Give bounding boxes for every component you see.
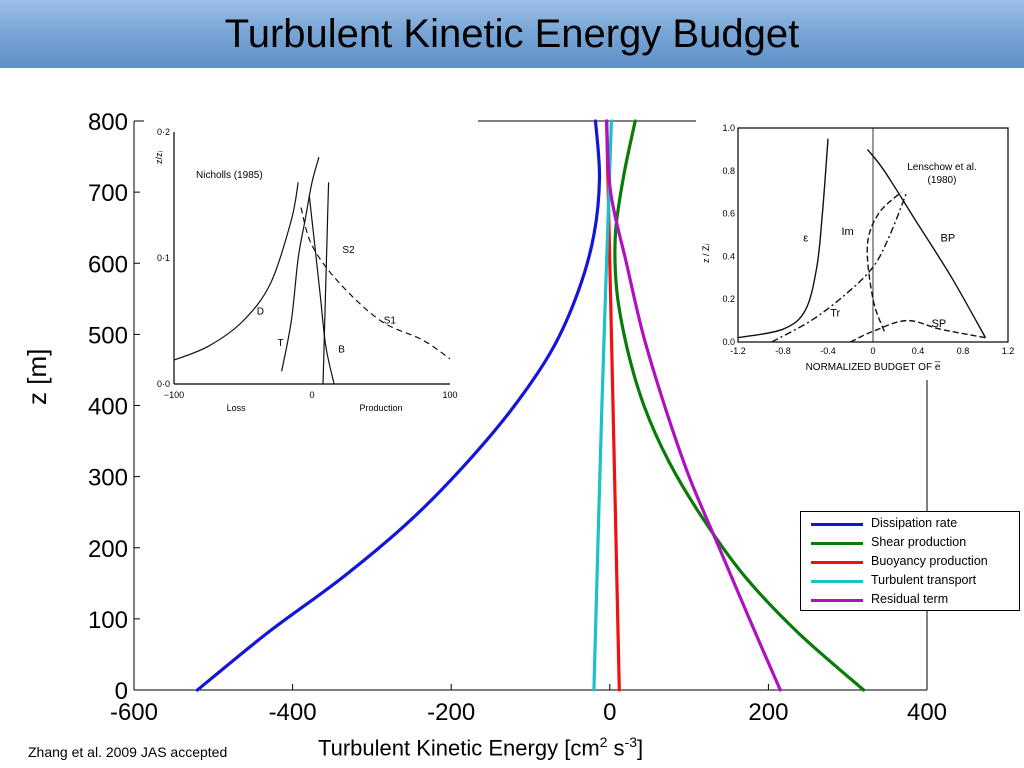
legend: Dissipation rate Shear production Buoyan… <box>800 511 1020 611</box>
lenschow-y-tick-label: 0.0 <box>722 337 735 347</box>
lenschow-annotation-line1: Lenschow et al. <box>907 162 977 173</box>
y-tick-label: 400 <box>88 394 128 421</box>
nicholls-y-tick-label: 0·2 <box>157 127 170 137</box>
lenschow-label-: ε <box>803 232 808 244</box>
lenschow-y-tick-label: 1.0 <box>722 123 735 133</box>
nicholls-label-d: D <box>257 307 264 318</box>
lenschow-label-tr: Tr <box>830 307 840 319</box>
x-tick-label: -200 <box>427 699 475 726</box>
lenschow-x-tick-label: -0.8 <box>775 346 791 356</box>
y-tick-label: 100 <box>88 607 128 634</box>
inset-lenschow: ε Im BP Tr SP -1.2 -0.8 -0.4 0 0.4 0.8 1.2 0.0 0.2 0.4… <box>696 118 1024 380</box>
lenschow-y-tick-label: 0.8 <box>722 166 735 176</box>
lenschow-label-sp: SP <box>932 318 947 330</box>
lenschow-y-label: z / Zᵢ <box>701 244 711 263</box>
legend-swatch-shear <box>811 542 863 545</box>
lenschow-x-tick-label: -1.2 <box>730 346 746 356</box>
x-axis-label: Turbulent Kinetic Energy [cm2 s-3] <box>318 734 643 761</box>
nicholls-x-label-production: Production <box>359 403 402 413</box>
legend-item-dissipation: Dissipation rate <box>811 515 1016 533</box>
lenschow-x-tick-label: 0.4 <box>912 346 925 356</box>
x-axis-label-mid: s <box>607 735 625 761</box>
nicholls-label-b: B <box>338 345 345 356</box>
legend-item-transport: Turbulent transport <box>811 572 1016 590</box>
legend-label-transport: Turbulent transport <box>871 573 977 587</box>
y-tick-label: 300 <box>88 465 128 492</box>
nicholls-label-t: T <box>278 338 284 349</box>
lenschow-y-tick-label: 0.4 <box>722 251 735 261</box>
y-tick-label: 800 <box>88 109 128 136</box>
lenschow-label-im: Im <box>842 226 854 238</box>
lenschow-curve-im <box>866 191 902 332</box>
nicholls-curve-b <box>308 194 335 385</box>
nicholls-x-tick-label: 0 <box>309 390 314 400</box>
x-tick-label: -400 <box>269 699 317 726</box>
legend-label-shear: Shear production <box>871 535 967 549</box>
lenschow-curve- <box>737 138 829 339</box>
x-tick-label: -600 <box>110 699 158 726</box>
x-axis-label-end: ] <box>637 735 644 761</box>
slide-header: Turbulent Kinetic Energy Budget <box>0 0 1024 68</box>
y-tick-label: 700 <box>88 180 128 207</box>
legend-label-residual: Residual term <box>871 592 949 606</box>
nicholls-curve-t <box>281 157 320 372</box>
lenschow-curve-sp <box>850 319 986 343</box>
legend-swatch-residual <box>811 599 863 602</box>
nicholls-y-tick-label: 0·0 <box>157 379 170 389</box>
nicholls-x-label-loss: Loss <box>227 403 247 413</box>
nicholls-x-tick-label: 100 <box>442 390 457 400</box>
legend-item-shear: Shear production <box>811 534 1016 552</box>
legend-swatch-transport <box>811 580 863 583</box>
inset-nicholls-plot: D T B S1 S2 −100 0 100 0·0 0·1 0·2 Nicholls (1985) z… <box>154 127 458 413</box>
x-axis-label-sup2: -3 <box>624 734 638 750</box>
y-axis-label: z [m] <box>22 348 52 405</box>
lenschow-y-tick-label: 0.6 <box>722 209 735 219</box>
nicholls-y-label: z/zᵢ <box>154 151 164 164</box>
lenschow-x-label: NORMALIZED BUDGET OF e̅ <box>806 361 941 373</box>
nicholls-curve-d <box>173 182 299 361</box>
citation: Zhang et al. 2009 JAS accepted <box>28 744 228 760</box>
lenschow-y-tick-label: 0.2 <box>722 294 735 304</box>
legend-label-dissipation: Dissipation rate <box>871 516 958 530</box>
lenschow-label-bp: BP <box>941 232 956 244</box>
lenschow-x-tick-label: 1.2 <box>1002 346 1015 356</box>
lenschow-x-tick-label: 0 <box>870 346 875 356</box>
nicholls-curve-s2 <box>322 182 330 385</box>
series-line-residual-term <box>605 119 782 692</box>
legend-swatch-dissipation <box>811 523 863 526</box>
inset-lenschow-plot: ε Im BP Tr SP -1.2 -0.8 -0.4 0 0.4 0.8 1.2 0.0 0.2 0.4… <box>701 123 1015 373</box>
legend-item-buoyancy: Buoyancy production <box>811 553 1016 571</box>
x-axis-label-text: Turbulent Kinetic Energy [cm <box>318 735 600 761</box>
lenschow-annotation-line2: (1980) <box>928 175 957 186</box>
nicholls-label-s1: S1 <box>384 316 397 327</box>
y-tick-label: 500 <box>88 322 128 349</box>
legend-swatch-buoyancy <box>811 561 863 564</box>
nicholls-y-tick-label: 0·1 <box>157 253 170 263</box>
nicholls-label-s2: S2 <box>342 245 355 256</box>
x-tick-label: 400 <box>907 699 947 726</box>
y-tick-label: 600 <box>88 251 128 278</box>
x-axis-label-sup1: 2 <box>599 734 608 750</box>
lenschow-curve-tr <box>771 191 908 343</box>
inset-nicholls: D T B S1 S2 −100 0 100 0·0 0·1 0·2 Nicholls (1985) z… <box>144 120 478 420</box>
x-tick-label: 0 <box>603 699 616 726</box>
y-tick-label: 200 <box>88 536 128 563</box>
legend-item-residual: Residual term <box>811 591 1016 609</box>
nicholls-curve-s1 <box>300 207 451 360</box>
legend-label-buoyancy: Buoyancy production <box>871 554 988 568</box>
x-tick-label: 200 <box>748 699 788 726</box>
lenschow-curve-bp <box>866 148 987 339</box>
y-tick-label: 0 <box>115 678 128 705</box>
lenschow-x-tick-label: -0.4 <box>820 346 836 356</box>
slide-title: Turbulent Kinetic Energy Budget <box>224 12 800 56</box>
nicholls-x-tick-label: −100 <box>164 390 184 400</box>
lenschow-x-tick-label: 0.8 <box>957 346 970 356</box>
series-line-dissipation-rate <box>195 119 602 692</box>
nicholls-annotation: Nicholls (1985) <box>196 170 263 181</box>
